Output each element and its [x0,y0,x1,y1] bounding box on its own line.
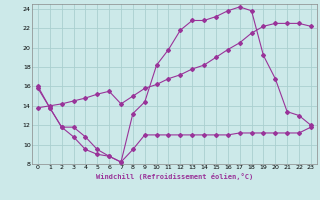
X-axis label: Windchill (Refroidissement éolien,°C): Windchill (Refroidissement éolien,°C) [96,173,253,180]
